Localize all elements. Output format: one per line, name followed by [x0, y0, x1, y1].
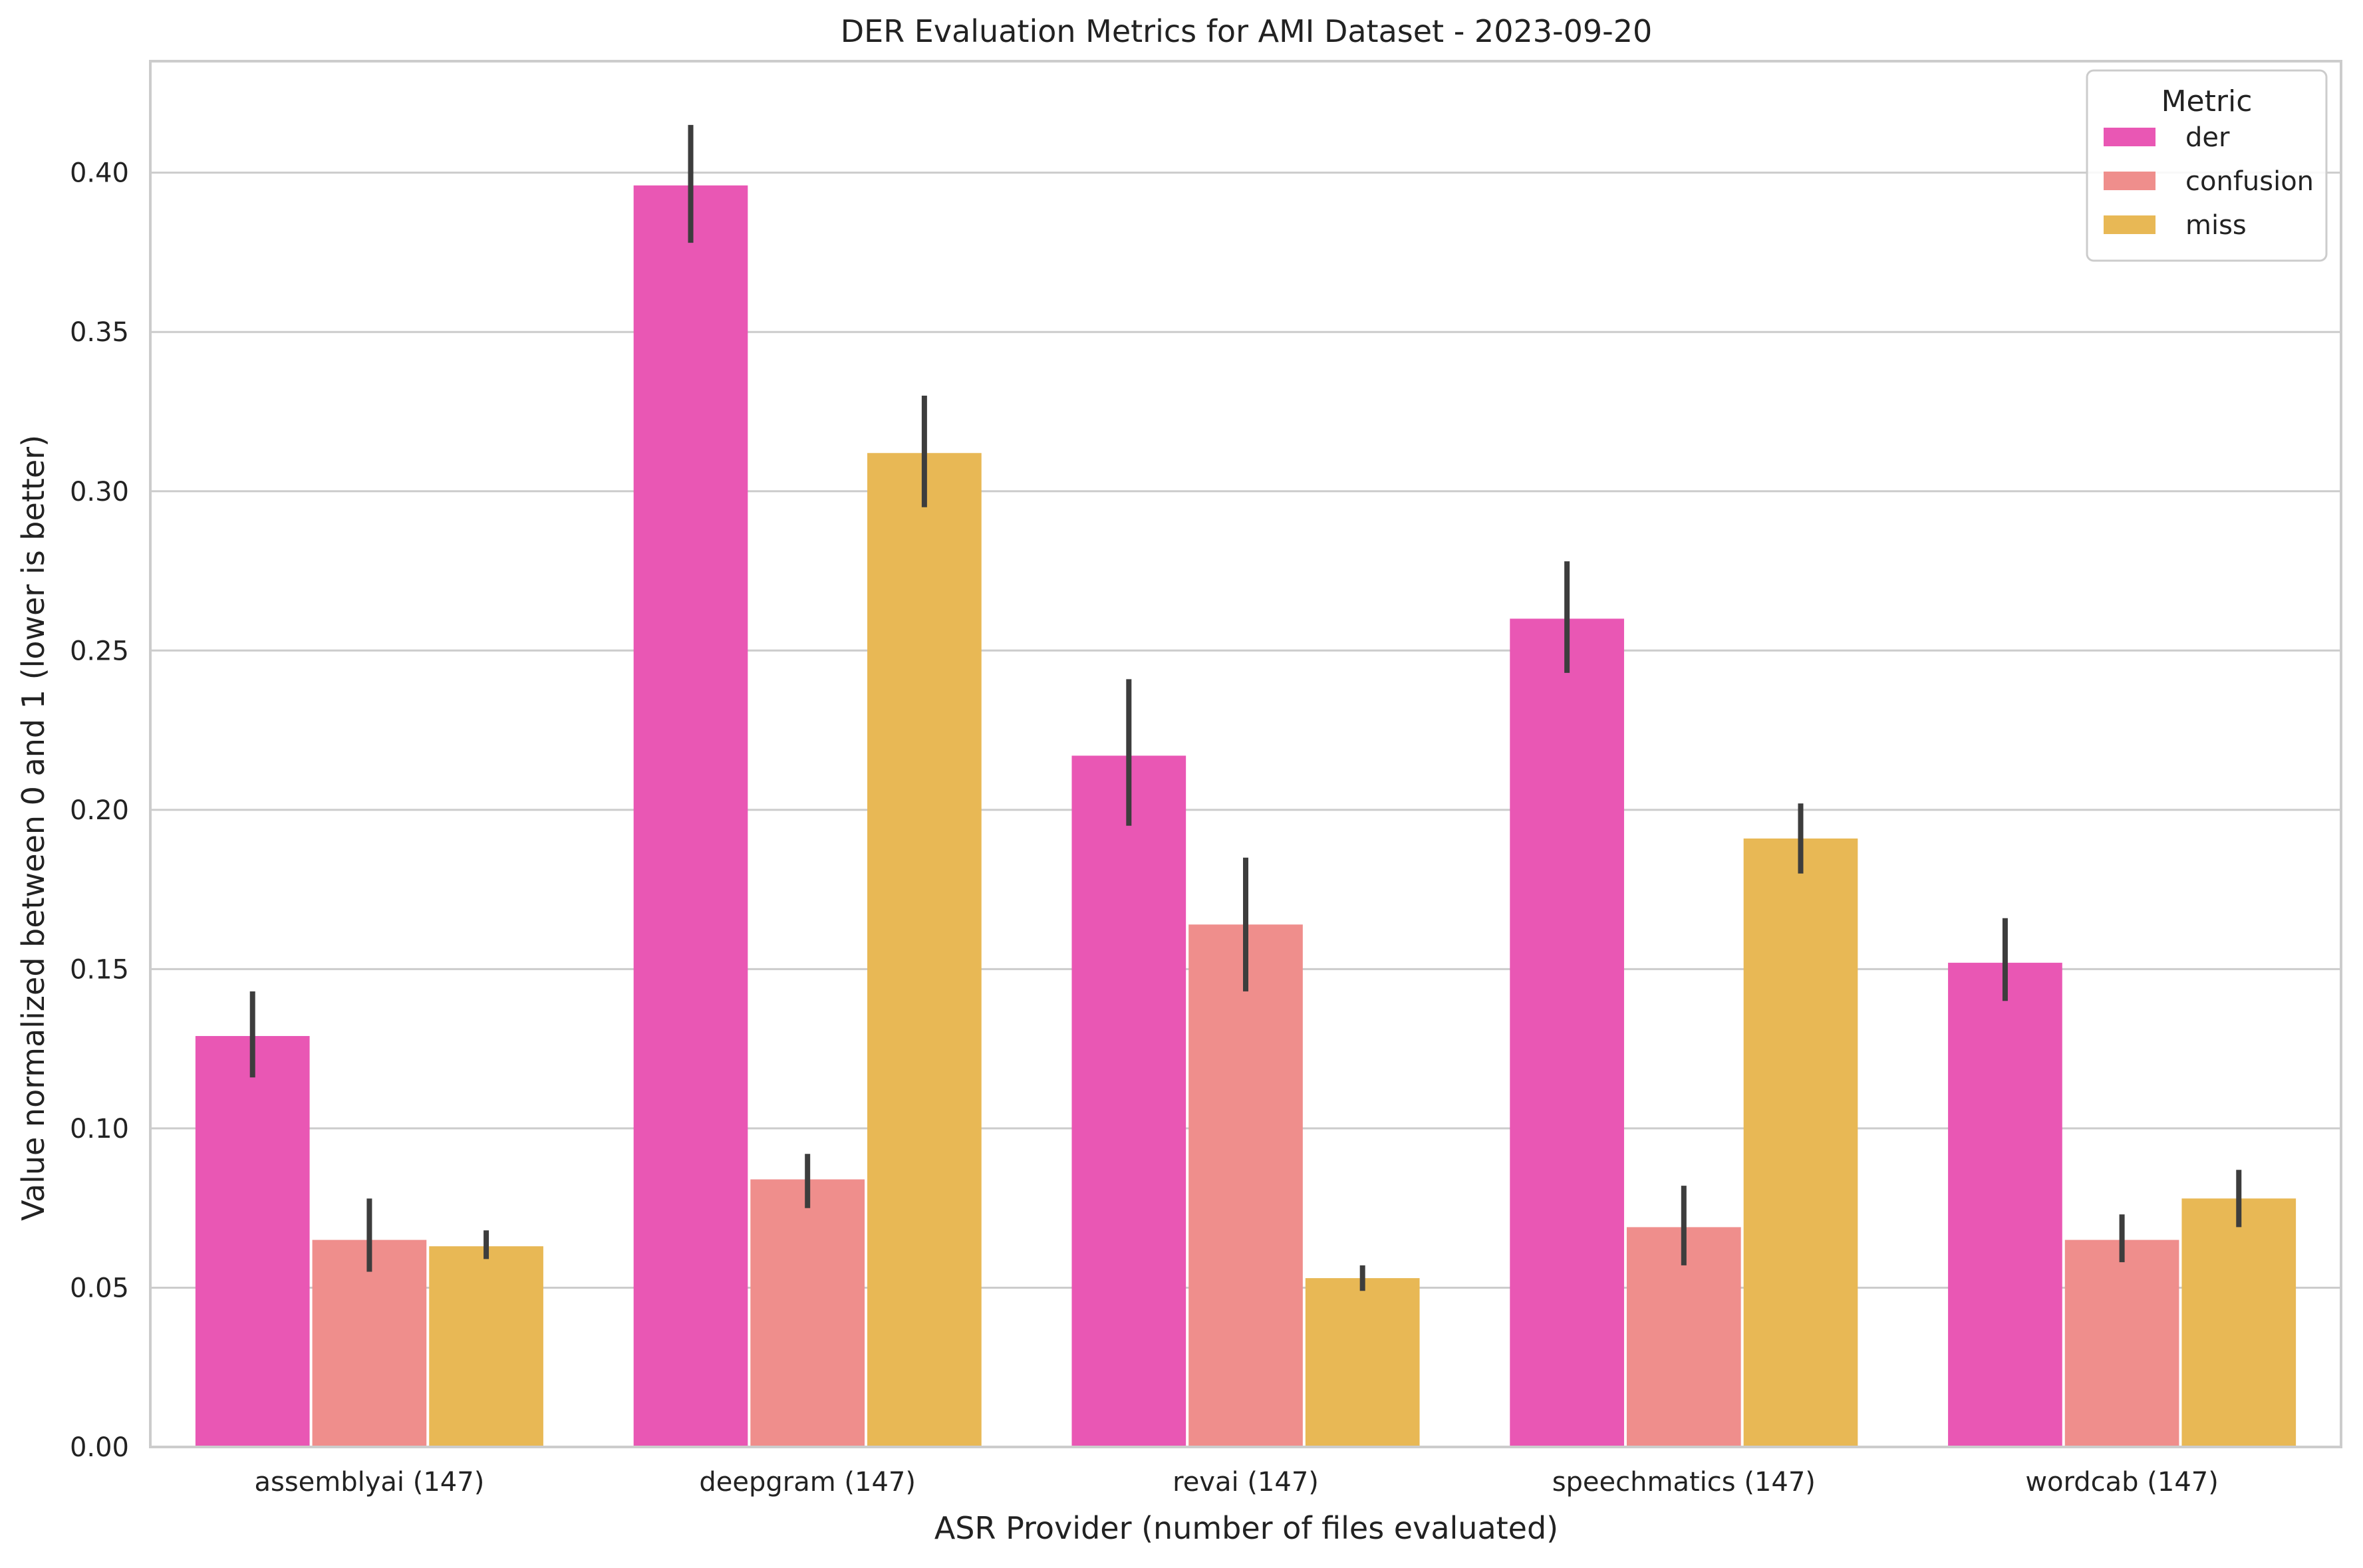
- y-tick-label: 0.35: [70, 317, 129, 348]
- bar-miss: [1305, 1278, 1420, 1447]
- y-tick-label: 0.10: [70, 1114, 129, 1144]
- y-axis-ticks: 0.00 0.05 0.10 0.15 0.20 0.25 0.30 0.35 0.40: [70, 158, 129, 1463]
- bar-confusion: [750, 1179, 865, 1447]
- legend: Metric der confusion miss: [2086, 69, 2328, 262]
- legend-label-der: der: [2185, 122, 2230, 153]
- bar-confusion: [2064, 1240, 2179, 1447]
- x-axis-ticks: assemblyai (147) deepgram (147) revai (147…: [254, 1467, 2218, 1498]
- x-tick-label: speechmatics (147): [1552, 1467, 1816, 1498]
- y-tick-label: 0.20: [70, 795, 129, 826]
- bars: [195, 185, 2296, 1448]
- legend-frame: [2086, 69, 2328, 262]
- bar-der: [1510, 618, 1624, 1447]
- bar-der: [633, 185, 748, 1448]
- bar-miss: [867, 453, 982, 1447]
- error-bars: [249, 124, 2242, 1291]
- plot-frame: [149, 60, 2342, 1448]
- x-axis-title: ASR Provider (number of files evaluated): [934, 1510, 1558, 1546]
- y-tick-label: 0.00: [70, 1432, 129, 1463]
- bar-confusion: [312, 1240, 427, 1447]
- legend-label-confusion: confusion: [2185, 166, 2314, 197]
- bar-der: [1071, 755, 1186, 1447]
- y-tick-label: 0.25: [70, 636, 129, 666]
- legend-label-miss: miss: [2185, 210, 2247, 241]
- y-tick-label: 0.15: [70, 954, 129, 985]
- bar-der: [195, 1035, 310, 1447]
- y-axis-title: Value normalized between 0 and 1 (lower …: [15, 435, 51, 1221]
- x-tick-label: deepgram (147): [699, 1467, 916, 1498]
- y-tick-label: 0.40: [70, 158, 129, 189]
- legend-swatch-miss: [2104, 215, 2155, 234]
- bar-miss: [429, 1246, 543, 1447]
- y-tick-label: 0.05: [70, 1273, 129, 1303]
- x-tick-label: assemblyai (147): [254, 1467, 484, 1498]
- bar-miss: [2181, 1198, 2296, 1447]
- chart-title: DER Evaluation Metrics for AMI Dataset -…: [841, 13, 1653, 49]
- bar-der: [1948, 962, 2062, 1447]
- x-tick-label: wordcab (147): [2025, 1467, 2219, 1498]
- bar-miss: [1743, 838, 1858, 1447]
- legend-entries: der confusion miss: [2104, 122, 2314, 241]
- x-tick-label: revai (147): [1173, 1467, 1319, 1498]
- legend-swatch-confusion: [2104, 172, 2155, 190]
- legend-title: Metric: [2161, 84, 2253, 118]
- bar-confusion: [1188, 924, 1303, 1447]
- legend-swatch-der: [2104, 128, 2155, 146]
- y-tick-label: 0.30: [70, 477, 129, 507]
